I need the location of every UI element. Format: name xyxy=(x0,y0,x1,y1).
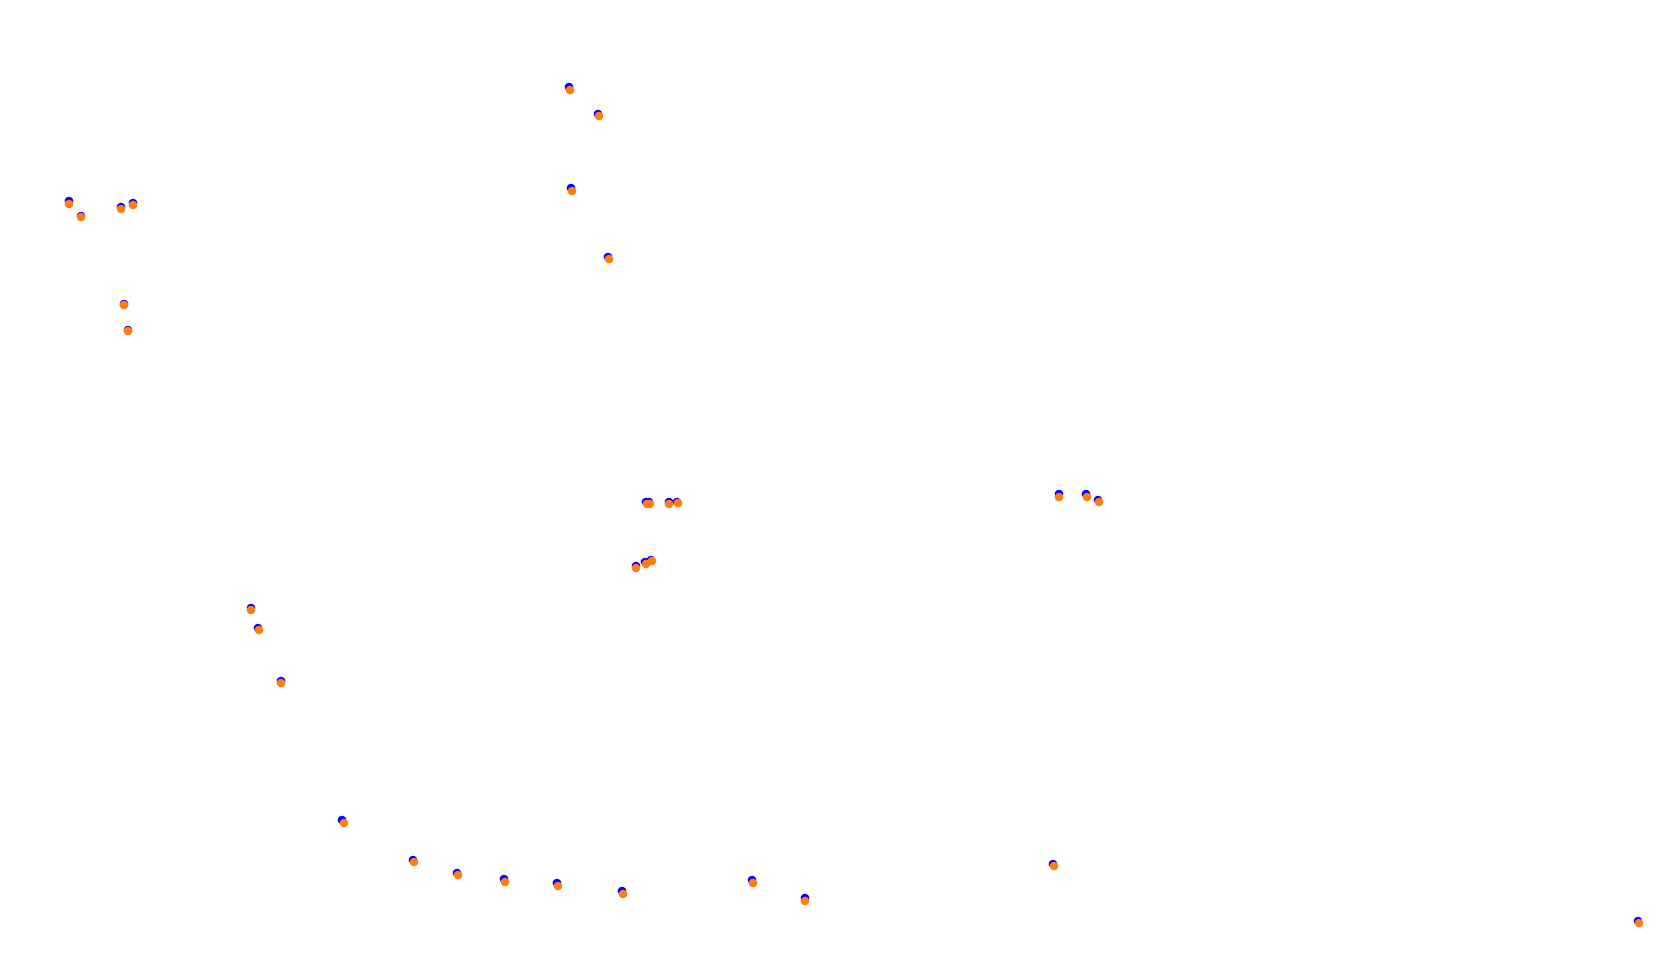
data-point xyxy=(618,889,628,899)
data-point xyxy=(453,870,463,880)
data-point xyxy=(123,326,133,336)
data-point xyxy=(276,678,286,688)
data-point xyxy=(500,877,510,887)
data-point xyxy=(1634,918,1644,928)
data-point xyxy=(1054,492,1064,502)
data-point xyxy=(800,896,810,906)
data-point xyxy=(748,878,758,888)
data-point xyxy=(64,199,74,209)
data-point xyxy=(647,556,657,566)
data-point xyxy=(254,625,264,635)
data-point xyxy=(339,818,349,828)
data-point xyxy=(76,212,86,222)
series-2 xyxy=(64,85,1644,928)
data-point xyxy=(604,254,614,264)
data-point xyxy=(409,857,419,867)
data-point xyxy=(128,200,138,210)
data-point xyxy=(565,85,575,95)
data-point xyxy=(673,498,683,508)
data-point xyxy=(1094,497,1104,507)
data-point xyxy=(1082,492,1092,502)
data-point xyxy=(119,300,129,310)
data-point xyxy=(594,111,604,121)
data-point xyxy=(664,499,674,509)
data-point xyxy=(553,881,563,891)
data-point xyxy=(631,563,641,573)
data-point xyxy=(116,204,126,214)
data-point xyxy=(1049,861,1059,871)
series-layer xyxy=(64,82,1644,928)
data-point xyxy=(567,186,577,196)
data-point xyxy=(246,605,256,615)
data-point xyxy=(645,499,655,509)
